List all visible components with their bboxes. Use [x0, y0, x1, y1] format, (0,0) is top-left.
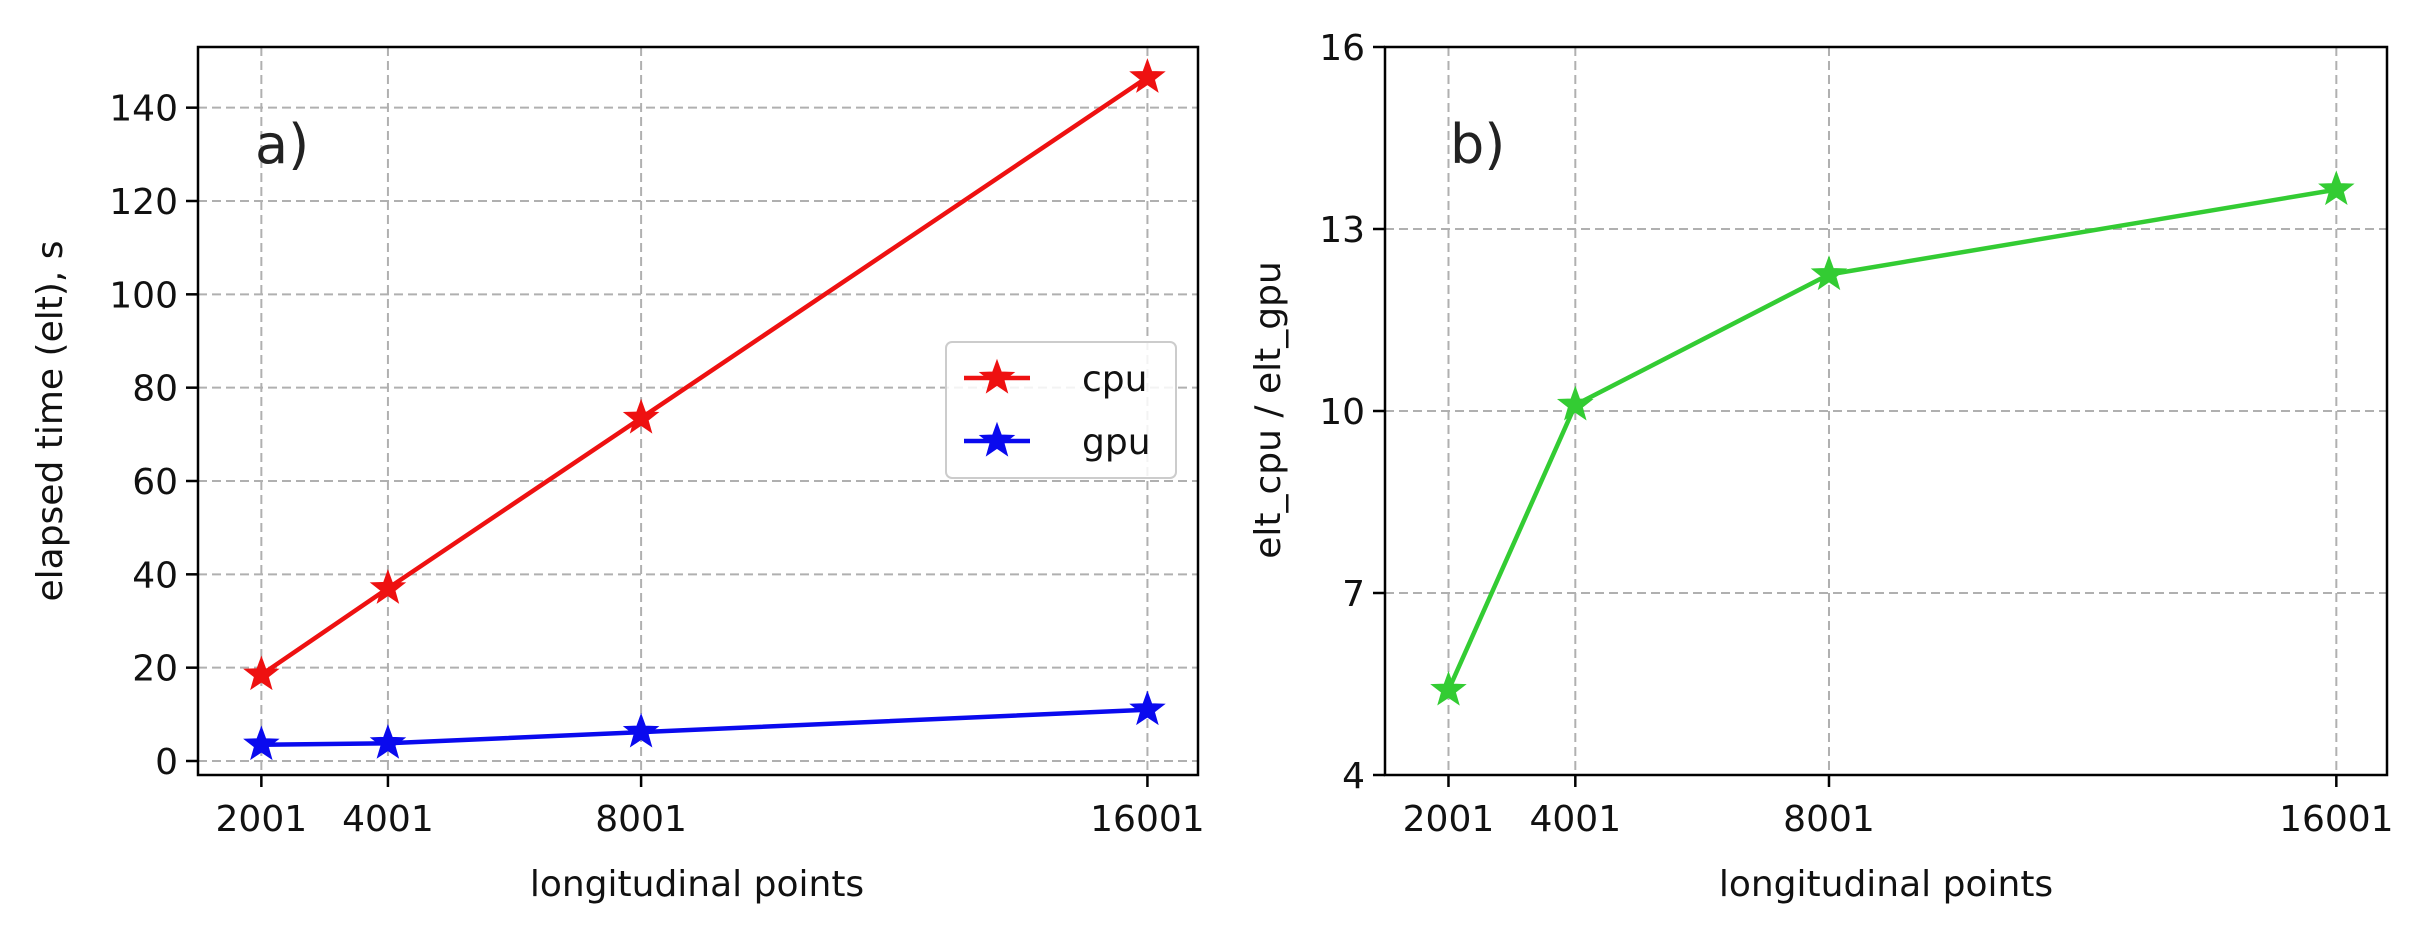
panel-a-gpu-point	[243, 725, 280, 761]
panel-b-y-tick-label: 13	[1319, 210, 1365, 251]
panel-a-x-tick-label: 2001	[216, 799, 308, 840]
panel-a-gpu-line	[261, 707, 1148, 747]
panel-a-x-tick-label: 8001	[595, 799, 687, 840]
panel-a-y-tick-label: 120	[109, 182, 178, 223]
panel-b-ticks: 2001 4001 8001 16001 4 7 10 13 16	[1319, 28, 2393, 840]
panel-b-axes-frame	[1383, 45, 2389, 777]
legend-gpu-marker	[978, 421, 1016, 457]
panel-a-y-axis-title: elapsed time (elt), s	[30, 240, 71, 601]
panel-b-series-1-point	[1430, 670, 1467, 706]
panel-b-series-1-point	[1810, 255, 1848, 291]
panel-a-y-tick-label: 40	[132, 555, 178, 596]
panel-a-ticks: 2001 4001 8001 16001 0 20 40 60 80 100 120 140	[109, 89, 1204, 840]
panel-b-x-tick-label: 8001	[1783, 799, 1875, 840]
panel-b-x-tick-label: 4001	[1530, 799, 1622, 840]
panel-a-elapsed-time-chart: 2001 4001 8001 16001 0 20 40 60 80 100 120 140 a) l…	[30, 45, 1205, 905]
panel-a-y-tick-label: 0	[155, 742, 178, 783]
panel-a-y-tick-label: 140	[109, 89, 178, 130]
legend-cpu-marker	[978, 358, 1016, 394]
panel-a-legend: cpu gpu	[945, 341, 1177, 479]
panel-b-y-axis-title: elt_cpu / elt_gpu	[1248, 261, 1289, 559]
panel-a-x-tick-label: 4001	[342, 799, 434, 840]
legend-gpu-label: gpu	[1082, 422, 1151, 463]
panel-b-x-tick-label: 16001	[2279, 799, 2394, 840]
panel-a-gpu-point	[622, 712, 660, 748]
panel-a-cpu-point	[622, 398, 660, 434]
panel-a-letter: a)	[255, 113, 309, 176]
panel-a-y-tick-label: 60	[132, 462, 178, 503]
panel-b-x-tick-label: 2001	[1403, 799, 1495, 840]
panel-a-x-tick-label: 16001	[1090, 799, 1205, 840]
panel-b-y-tick-label: 4	[1342, 756, 1365, 797]
panel-a-y-tick-label: 20	[132, 649, 178, 690]
panel-b-y-tick-label: 16	[1319, 28, 1365, 69]
panel-b-series	[1430, 170, 2355, 706]
panel-b-series-1-point	[1556, 385, 1594, 421]
panel-b-series-1-line	[1446, 187, 2337, 692]
panel-a-cpu-point	[369, 569, 407, 604]
panel-a-cpu-point	[243, 655, 280, 691]
panel-a-cpu-point	[1129, 58, 1166, 93]
panel-b-letter: b)	[1450, 113, 1505, 176]
panel-a-y-tick-label: 100	[109, 275, 178, 316]
legend-entries: cpu gpu	[964, 358, 1151, 463]
panel-b-grid	[1385, 47, 2387, 776]
legend-cpu-label: cpu	[1082, 359, 1147, 400]
panel-a-cpu-line	[260, 75, 1149, 677]
panel-a-axes-frame	[196, 45, 1200, 777]
panel-b-y-tick-label: 10	[1319, 392, 1365, 433]
panel-a-x-axis-title: longitudinal points	[530, 864, 864, 905]
panel-b-y-tick-label: 7	[1342, 574, 1365, 615]
panel-a-gpu-point	[1129, 690, 1166, 726]
panel-a-y-tick-label: 80	[132, 369, 178, 410]
panel-b-speedup-chart: 2001 4001 8001 16001 4 7 10 13 16 b) longitudina…	[1248, 28, 2394, 905]
panel-a-series	[243, 58, 1166, 761]
panel-b-series-1-point	[2318, 170, 2355, 206]
panel-b-x-axis-title: longitudinal points	[1719, 864, 2053, 905]
panel-a-gpu-point	[369, 724, 407, 759]
